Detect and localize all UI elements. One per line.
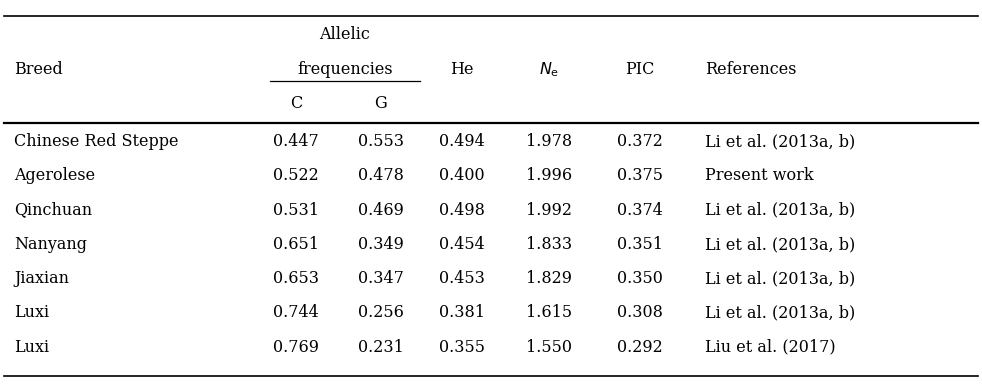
Text: 0.355: 0.355 (439, 339, 485, 356)
Text: 0.349: 0.349 (358, 236, 404, 253)
Text: 0.375: 0.375 (617, 167, 663, 184)
Text: Luxi: Luxi (14, 339, 49, 356)
Text: 0.256: 0.256 (358, 305, 404, 321)
Text: 1.829: 1.829 (526, 270, 573, 287)
Text: C: C (290, 95, 302, 112)
Text: 0.478: 0.478 (358, 167, 404, 184)
Text: 0.653: 0.653 (273, 270, 319, 287)
Text: 0.374: 0.374 (617, 201, 663, 219)
Text: 0.522: 0.522 (273, 167, 319, 184)
Text: Li et al. (2013a, b): Li et al. (2013a, b) (705, 236, 855, 253)
Text: 0.292: 0.292 (617, 339, 663, 356)
Text: 1.996: 1.996 (526, 167, 573, 184)
Text: Liu et al. (2017): Liu et al. (2017) (705, 339, 836, 356)
Text: 0.769: 0.769 (273, 339, 319, 356)
Text: 1.615: 1.615 (526, 305, 573, 321)
Text: $N_{\mathrm{e}}$: $N_{\mathrm{e}}$ (539, 60, 560, 78)
Text: Li et al. (2013a, b): Li et al. (2013a, b) (705, 201, 855, 219)
Text: G: G (374, 95, 387, 112)
Text: Agerolese: Agerolese (14, 167, 95, 184)
Text: 0.454: 0.454 (439, 236, 485, 253)
Text: Luxi: Luxi (14, 305, 49, 321)
Text: 0.400: 0.400 (439, 167, 484, 184)
Text: PIC: PIC (626, 61, 655, 78)
Text: Li et al. (2013a, b): Li et al. (2013a, b) (705, 133, 855, 150)
Text: 0.231: 0.231 (358, 339, 404, 356)
Text: 0.651: 0.651 (273, 236, 319, 253)
Text: 0.553: 0.553 (358, 133, 404, 150)
Text: 0.494: 0.494 (439, 133, 485, 150)
Text: 0.381: 0.381 (439, 305, 485, 321)
Text: 0.350: 0.350 (617, 270, 663, 287)
Text: Li et al. (2013a, b): Li et al. (2013a, b) (705, 305, 855, 321)
Text: Chinese Red Steppe: Chinese Red Steppe (14, 133, 179, 150)
Text: Breed: Breed (14, 61, 63, 78)
Text: Nanyang: Nanyang (14, 236, 86, 253)
Text: 0.308: 0.308 (617, 305, 663, 321)
Text: 0.447: 0.447 (273, 133, 319, 150)
Text: Jiaxian: Jiaxian (14, 270, 69, 287)
Text: 0.744: 0.744 (273, 305, 319, 321)
Text: frequencies: frequencies (298, 61, 393, 78)
Text: 1.992: 1.992 (526, 201, 573, 219)
Text: 0.372: 0.372 (617, 133, 663, 150)
Text: Li et al. (2013a, b): Li et al. (2013a, b) (705, 270, 855, 287)
Text: He: He (450, 61, 473, 78)
Text: 1.833: 1.833 (526, 236, 573, 253)
Text: 0.347: 0.347 (358, 270, 404, 287)
Text: Allelic: Allelic (319, 26, 370, 43)
Text: 0.531: 0.531 (273, 201, 319, 219)
Text: 0.469: 0.469 (358, 201, 404, 219)
Text: 1.978: 1.978 (526, 133, 573, 150)
Text: 1.550: 1.550 (526, 339, 573, 356)
Text: 0.351: 0.351 (617, 236, 663, 253)
Text: 0.453: 0.453 (439, 270, 485, 287)
Text: 0.498: 0.498 (439, 201, 485, 219)
Text: Qinchuan: Qinchuan (14, 201, 92, 219)
Text: Present work: Present work (705, 167, 814, 184)
Text: References: References (705, 61, 796, 78)
